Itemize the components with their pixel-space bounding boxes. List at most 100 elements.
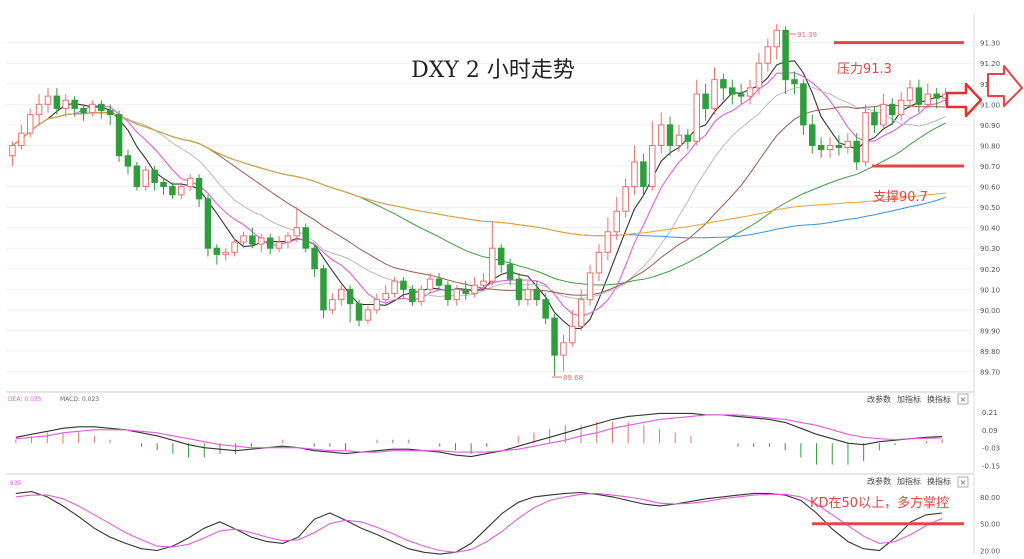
candle	[808, 124, 816, 146]
candle	[862, 112, 869, 163]
candle	[888, 103, 896, 116]
y-tick-label: -0.15	[982, 463, 1000, 471]
candle	[444, 284, 452, 301]
candle	[391, 280, 398, 294]
y-tick-label: 91.20	[980, 60, 1000, 68]
candle	[782, 29, 789, 81]
y-tick-label: 90.40	[980, 225, 1000, 233]
candle	[320, 268, 327, 311]
candle	[489, 247, 496, 282]
y-tick-label: 90.10	[980, 286, 1000, 294]
macd-y-axis: 0.21 0.09 -0.03 -0.15	[982, 409, 1000, 471]
candle	[631, 161, 638, 188]
candle	[275, 241, 283, 249]
chart-title: DXY 2 小时走势	[411, 58, 575, 83]
candle	[18, 132, 25, 146]
candle	[586, 272, 594, 301]
y-tick-label: 90.30	[980, 245, 1000, 253]
candle	[666, 124, 674, 146]
candle	[551, 317, 558, 356]
candle	[817, 144, 825, 151]
candle	[533, 288, 541, 301]
y-tick-label: -0.03	[982, 445, 1000, 453]
macd-params-button[interactable]: 改参数	[867, 394, 891, 404]
candle	[773, 29, 780, 48]
candle	[711, 79, 718, 109]
candle	[44, 95, 52, 105]
candles	[9, 24, 949, 376]
candle	[649, 144, 656, 188]
y-tick-label: 0.21	[982, 409, 998, 417]
macd-close-button[interactable]	[957, 393, 969, 405]
candle	[471, 284, 478, 294]
low-label: 89.68	[563, 374, 583, 382]
moving-average-line	[12, 72, 946, 317]
y-tick-label: 90.70	[980, 163, 1000, 171]
candle	[231, 241, 238, 253]
candle	[400, 280, 407, 290]
macd-add-indicator-button[interactable]: 加指标	[897, 394, 921, 404]
kd-params-button[interactable]: 改参数	[867, 476, 891, 486]
candle	[746, 87, 754, 97]
candle	[791, 79, 798, 85]
candle	[764, 46, 772, 64]
candle	[462, 288, 469, 294]
main-grid	[6, 42, 974, 373]
candle	[195, 177, 203, 200]
candle	[160, 181, 167, 188]
kd-add-indicator-button[interactable]: 加指标	[897, 476, 921, 486]
candle	[213, 247, 221, 255]
y-tick-label: 89.70	[980, 369, 1000, 377]
kd-switch-indicator-button[interactable]: 换指标	[927, 476, 951, 486]
candle	[169, 186, 176, 196]
candle	[302, 227, 309, 249]
candle	[604, 231, 612, 253]
moving-average-line	[12, 112, 946, 286]
candle	[880, 103, 887, 126]
y-tick-label: 90.60	[980, 184, 1000, 192]
candle	[35, 103, 43, 116]
macd-lines	[15, 412, 943, 458]
candle	[426, 278, 434, 290]
candle	[346, 288, 354, 305]
macd-value-label: MACD: 0.023	[60, 396, 99, 403]
candle	[435, 278, 443, 286]
candle	[62, 99, 70, 109]
candle	[480, 280, 487, 286]
moving-average-lines	[12, 60, 946, 329]
y-tick-label: 90.20	[980, 266, 1000, 274]
candle	[933, 93, 940, 99]
candle	[178, 186, 185, 196]
candle	[142, 169, 150, 188]
y-tick-label: 89.80	[980, 348, 1000, 356]
y-tick-label: 90.00	[980, 307, 1000, 315]
candle	[729, 87, 736, 95]
candle	[417, 288, 425, 303]
macd-dif-line	[15, 412, 943, 458]
candle	[373, 299, 381, 311]
candle	[9, 144, 16, 157]
candle	[115, 114, 123, 157]
moving-average-line	[12, 104, 946, 296]
candle	[720, 79, 727, 89]
candle	[204, 198, 212, 249]
candle	[640, 161, 647, 188]
candle	[657, 124, 665, 146]
y-tick-label: 0.09	[982, 427, 998, 435]
candle	[835, 144, 843, 148]
resistance-label: 压力91.3	[837, 62, 892, 77]
candle	[26, 114, 34, 134]
arrow-right-icon	[987, 65, 1023, 107]
y-tick-label: 90.90	[980, 122, 1000, 130]
candle	[89, 103, 96, 114]
candle	[258, 237, 265, 245]
candle	[826, 144, 834, 151]
candle	[355, 303, 363, 321]
candle	[80, 107, 87, 114]
candle	[71, 99, 78, 109]
macd-switch-indicator-button[interactable]: 换指标	[927, 394, 951, 404]
kd-close-button[interactable]	[957, 476, 969, 488]
candle	[409, 288, 416, 303]
candle	[364, 309, 372, 321]
